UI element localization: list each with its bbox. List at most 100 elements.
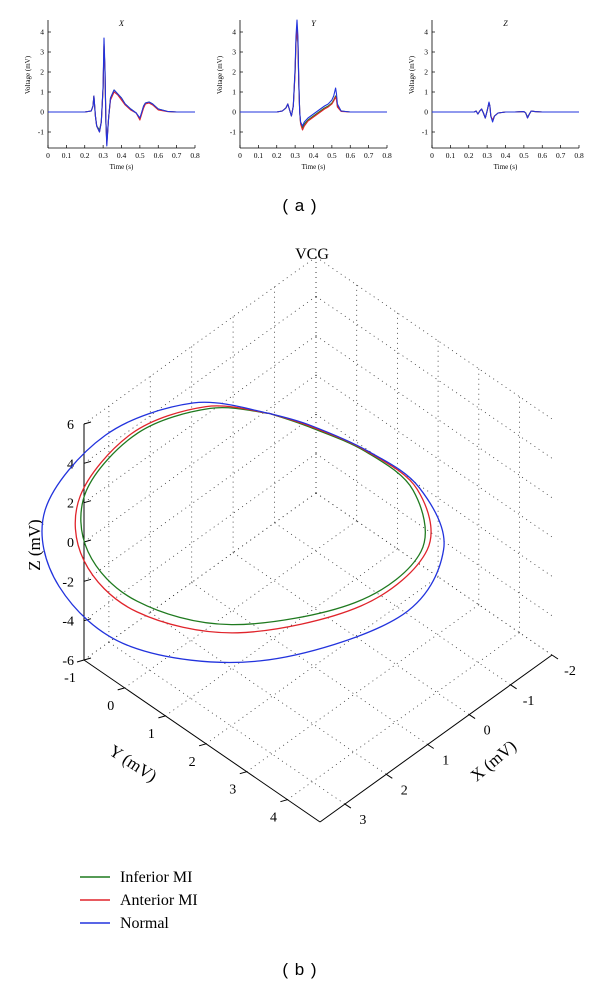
x-tick-mark bbox=[510, 684, 517, 690]
series-line-anterior-mi bbox=[240, 29, 387, 131]
plot-title: X bbox=[118, 19, 125, 28]
grid-wall-z2 bbox=[83, 256, 317, 425]
y-tick-label: 2 bbox=[189, 755, 196, 770]
z-tick-mark bbox=[83, 500, 92, 504]
y-tick-label: 0 bbox=[40, 108, 44, 117]
x-tick-label: 0.3 bbox=[98, 151, 108, 160]
x-tick-label: 0.8 bbox=[574, 151, 584, 160]
z-tick-mark bbox=[83, 421, 92, 425]
plot-z: 0 0.1 0.2 0.3 0.4 0.5 0.6 0.7 0.8 -1 0 1 2 3 4 Time (s)… bbox=[408, 19, 584, 171]
y-tick-mark bbox=[117, 687, 125, 691]
plot-y: 0 0.1 0.2 0.3 0.4 0.5 0.6 0.7 0.8 -1 0 1 2 3 4 Time (s)… bbox=[216, 19, 392, 171]
grid-wall-z2 bbox=[83, 335, 317, 504]
grid-floor-y bbox=[83, 492, 317, 661]
x-tick-label: 0.1 bbox=[446, 151, 456, 160]
grid-floor-x bbox=[191, 582, 428, 745]
x-tick-label: 0 bbox=[430, 151, 434, 160]
panel-label-b: ( b ) bbox=[282, 960, 318, 979]
series-line-inferior-mi bbox=[48, 45, 195, 143]
plot-title: Y bbox=[311, 19, 317, 28]
y-tick-label: 2 bbox=[424, 68, 428, 77]
legend-label: Anterior MI bbox=[120, 892, 198, 909]
z-tick-label: 0 bbox=[67, 536, 74, 551]
x-tick-label: 2 bbox=[401, 783, 408, 798]
y-tick-mark bbox=[158, 715, 166, 719]
y-tick-label: -1 bbox=[64, 671, 76, 686]
x-tick-label: 0.8 bbox=[190, 151, 200, 160]
grid-wall-z bbox=[315, 453, 553, 617]
x-tick-mark bbox=[551, 654, 559, 660]
y-tick-label: 4 bbox=[40, 28, 44, 37]
trajectory-anterior-mi bbox=[74, 405, 432, 634]
x-tick-label: 0.2 bbox=[80, 151, 90, 160]
x-axis-label: Time (s) bbox=[110, 163, 134, 171]
x-tick-label: 0.4 bbox=[309, 151, 319, 160]
x-tick-label: 0.4 bbox=[501, 151, 511, 160]
y-tick-label: 3 bbox=[424, 48, 428, 57]
y-tick-label: 0 bbox=[107, 699, 114, 714]
grid-floor-y bbox=[165, 548, 398, 717]
y-tick-label: 1 bbox=[424, 88, 428, 97]
x-tick-label: 0.4 bbox=[117, 151, 127, 160]
y-tick-label: 4 bbox=[232, 28, 236, 37]
x-tick-label: 0.5 bbox=[519, 151, 529, 160]
x-tick-label: 0.7 bbox=[364, 151, 374, 160]
y-axis-label: Voltage (mV) bbox=[24, 55, 32, 94]
grid-wall-z bbox=[315, 413, 553, 577]
y-axis-label: Voltage (mV) bbox=[216, 55, 224, 94]
x-tick-mark bbox=[344, 803, 352, 809]
y-tick-label: 2 bbox=[40, 68, 44, 77]
grid-wall-z2 bbox=[83, 374, 317, 543]
x-tick-label: -2 bbox=[564, 664, 576, 679]
series-line-normal bbox=[48, 37, 195, 147]
z-tick-mark bbox=[83, 460, 92, 464]
x-tick-label: 0.1 bbox=[254, 151, 264, 160]
x-tick-label: 0.6 bbox=[154, 151, 164, 160]
grid-floor-y bbox=[205, 576, 439, 745]
grid-floor-x bbox=[232, 552, 470, 715]
legend-label: Inferior MI bbox=[120, 869, 192, 886]
y-tick-label: 3 bbox=[229, 783, 236, 798]
z-tick-mark bbox=[83, 657, 92, 661]
y-tick-label: 0 bbox=[232, 108, 236, 117]
x-tick-label: 0.5 bbox=[135, 151, 145, 160]
y-axis-label: Y (mV) bbox=[106, 741, 161, 786]
y-tick-label: 3 bbox=[40, 48, 44, 57]
x-axis-label: X (mV) bbox=[467, 736, 520, 785]
z-axis-label: Z (mV) bbox=[25, 519, 44, 570]
x-tick-label: 0.3 bbox=[290, 151, 300, 160]
x-tick-label: 1 bbox=[442, 753, 449, 768]
x-tick-mark bbox=[386, 773, 393, 779]
y-axis-line bbox=[83, 659, 321, 823]
grid-floor-x bbox=[150, 611, 387, 775]
x-tick-label: 0 bbox=[238, 151, 242, 160]
legend-label: Normal bbox=[120, 915, 169, 932]
y-tick-label: -1 bbox=[422, 128, 428, 137]
x-axis-label: Time (s) bbox=[494, 163, 518, 171]
grid-wall-z2 bbox=[83, 492, 317, 661]
grid-floor-y bbox=[246, 604, 480, 773]
grid-floor-x bbox=[274, 522, 511, 686]
plot-x: 0 0.1 0.2 0.3 0.4 0.5 0.6 0.7 0.8 -1 0 1 2 3 4 Time (s)… bbox=[24, 19, 200, 171]
x-tick-label: 0.6 bbox=[538, 151, 548, 160]
series-line-inferior-mi bbox=[240, 29, 387, 129]
x-tick-label: 3 bbox=[359, 813, 366, 828]
y-tick-label: 0 bbox=[424, 108, 428, 117]
grid-wall-z bbox=[315, 374, 553, 538]
grid-wall-z2 bbox=[83, 453, 317, 622]
x-tick-label: 0.7 bbox=[172, 151, 182, 160]
z-tick-label: 6 bbox=[67, 418, 74, 433]
grid-wall-z bbox=[315, 295, 553, 459]
series-line-anterior-mi bbox=[48, 43, 195, 145]
grid-wall-z2 bbox=[83, 413, 317, 582]
y-tick-label: 2 bbox=[232, 68, 236, 77]
x-tick-label: 0.6 bbox=[346, 151, 356, 160]
y-tick-mark bbox=[76, 659, 85, 663]
y-tick-label: -1 bbox=[38, 128, 44, 137]
y-tick-mark bbox=[239, 771, 247, 775]
y-axis-label: Voltage (mV) bbox=[408, 55, 416, 94]
z-tick-label: -6 bbox=[62, 654, 74, 669]
x-axis-label: Time (s) bbox=[302, 163, 326, 171]
grid-wall-z2 bbox=[83, 295, 317, 464]
